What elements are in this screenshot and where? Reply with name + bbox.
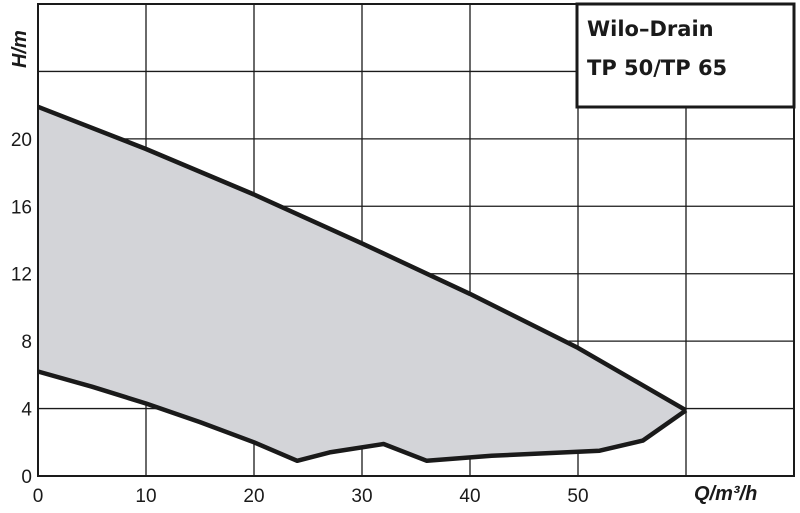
x-axis-title: Q/m³/h [694, 483, 757, 505]
y-axis-title: H/m [9, 30, 31, 68]
y-tick-labels: 0 4 8 12 16 20 [11, 130, 33, 488]
x-tick-label: 40 [459, 486, 480, 507]
x-tick-label: 20 [243, 486, 264, 507]
title-box-frame [575, 2, 796, 109]
x-tick-label: 50 [567, 486, 588, 507]
title-box: Wilo–Drain TP 50/TP 65 [575, 2, 796, 109]
x-tick-labels: 0 10 20 30 40 50 [33, 486, 589, 507]
y-tick-label: 16 [11, 197, 32, 218]
title-line-1: Wilo–Drain [587, 17, 714, 41]
y-tick-label: 12 [11, 265, 32, 286]
min-performance-curve [37, 369, 688, 464]
y-tick-label: 20 [11, 130, 32, 151]
operating-range-area [38, 106, 686, 461]
x-tick-label: 30 [351, 486, 372, 507]
y-tick-label: 4 [21, 400, 32, 421]
title-line-2: TP 50/TP 65 [587, 56, 727, 80]
y-tick-label: 8 [21, 332, 32, 353]
y-tick-label: 0 [21, 467, 32, 488]
plot-frame [37, 3, 795, 477]
x-tick-label: 0 [33, 486, 44, 507]
x-tick-label: 10 [135, 486, 156, 507]
max-performance-curve [37, 104, 688, 413]
